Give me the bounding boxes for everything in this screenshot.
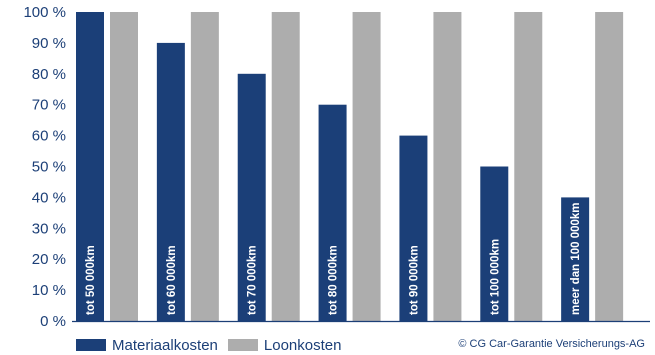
legend-item-loonkosten: Loonkosten — [227, 336, 342, 354]
category-label: meer dan 100 000km — [570, 202, 582, 315]
bar-loonkosten — [595, 12, 624, 321]
y-tick-label: 40 % — [32, 189, 66, 206]
bar-materiaalkosten — [76, 12, 104, 321]
bar-loonkosten — [110, 12, 138, 321]
y-tick-label: 50 % — [32, 159, 66, 176]
legend: Materiaalkosten Loonkosten — [76, 336, 351, 354]
bar-materiaalkosten — [480, 166, 509, 321]
category-label: tot 50 000km — [85, 245, 97, 315]
legend-item-materiaalkosten: Materiaalkosten — [76, 337, 218, 354]
legend-swatch-loonkosten — [227, 339, 258, 351]
bar-loonkosten — [514, 12, 543, 321]
bar-loonkosten — [271, 12, 300, 321]
category-label: tot 100 000km — [489, 239, 501, 315]
bar-chart: 100 % 90 % 80 % 70 % 60 % 50 % 40 % 30 % 20 % 10 … — [23, 4, 650, 330]
y-tick-label: 10 % — [32, 282, 66, 299]
legend-label-materiaalkosten: Materiaalkosten — [112, 336, 218, 354]
y-tick-label: 70 % — [32, 97, 66, 114]
bars — [76, 12, 624, 322]
y-tick-label: 30 % — [32, 220, 66, 237]
y-tick-label: 20 % — [32, 251, 66, 268]
y-tick-label: 100 % — [23, 4, 66, 21]
bar-materiaalkosten — [561, 197, 590, 321]
bar-materiaalkosten — [237, 73, 266, 321]
bar-materiaalkosten — [399, 135, 428, 321]
bar-loonkosten — [352, 12, 381, 321]
bar-labels: tot 50 000km tot 60 000km tot 70 000km tot … — [85, 202, 582, 315]
category-label: tot 80 000km — [328, 245, 340, 315]
bar-loonkosten — [433, 12, 462, 321]
bar-materiaalkosten — [318, 104, 347, 321]
y-tick-label: 80 % — [32, 66, 66, 83]
bar-materiaalkosten — [156, 42, 185, 322]
legend-swatch-materiaalkosten — [76, 339, 106, 351]
y-tick-label: 0 % — [40, 313, 66, 330]
y-tick-label: 90 % — [32, 35, 66, 52]
copyright-notice: © CG Car-Garantie Versicherungs-AG — [458, 338, 645, 350]
category-label: tot 90 000km — [408, 245, 420, 315]
bar-loonkosten — [190, 12, 219, 321]
y-tick-label: 60 % — [32, 128, 66, 145]
y-axis-ticks: 100 % 90 % 80 % 70 % 60 % 50 % 40 % 30 % 20 % 10 … — [23, 4, 66, 330]
category-label: tot 60 000km — [166, 245, 178, 315]
legend-label-loonkosten: Loonkosten — [263, 336, 342, 354]
category-label: tot 70 000km — [247, 245, 259, 315]
